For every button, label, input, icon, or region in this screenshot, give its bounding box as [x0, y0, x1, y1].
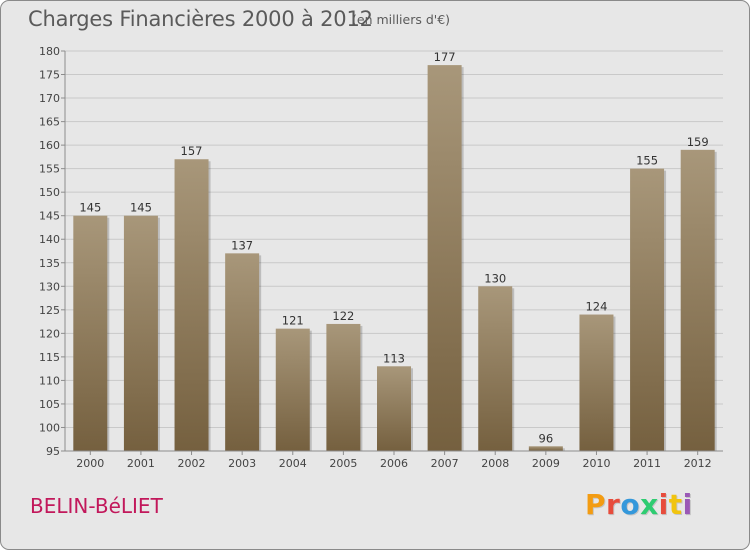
y-tick-label: 115	[39, 351, 60, 364]
x-tick-label: 2004	[279, 457, 307, 470]
bar-2011	[630, 168, 665, 451]
x-tick-label: 2002	[178, 457, 206, 470]
x-tick-label: 2012	[684, 457, 712, 470]
x-tick-label: 2005	[329, 457, 357, 470]
bar-2010	[579, 314, 614, 451]
y-tick-label: 160	[39, 139, 60, 152]
value-label: 157	[181, 144, 203, 158]
y-tick-label: 155	[39, 163, 60, 176]
value-label: 137	[231, 238, 253, 252]
bar-2004	[275, 328, 310, 451]
value-label: 121	[282, 314, 304, 328]
value-label: 145	[130, 201, 152, 215]
value-label: 122	[332, 309, 354, 323]
chart-title: Charges Financières 2000 à 2012	[28, 7, 373, 31]
bar-2009	[528, 446, 563, 451]
value-label: 113	[383, 351, 405, 365]
y-tick-label: 125	[39, 304, 60, 317]
bar-2000	[73, 215, 108, 451]
y-tick-label: 140	[39, 233, 60, 246]
bar-2001	[123, 215, 158, 451]
value-label: 96	[539, 431, 554, 445]
y-tick-label: 165	[39, 116, 60, 129]
x-tick-label: 2000	[76, 457, 104, 470]
bar-2006	[377, 366, 411, 451]
y-tick-label: 95	[46, 445, 60, 458]
y-tick-label: 145	[39, 210, 60, 223]
value-label: 177	[434, 50, 456, 64]
y-tick-label: 110	[39, 374, 60, 387]
y-tick-label: 175	[39, 69, 60, 82]
value-label: 145	[79, 201, 101, 215]
y-tick-label: 105	[39, 398, 60, 411]
y-tick-label: 100	[39, 421, 60, 434]
x-tick-label: 2010	[582, 457, 610, 470]
x-tick-label: 2006	[380, 457, 408, 470]
x-tick-label: 2009	[532, 457, 560, 470]
x-tick-label: 2001	[127, 457, 155, 470]
town-name: BELIN-BéLIET	[30, 494, 163, 518]
y-tick-label: 180	[39, 45, 60, 58]
bar-2007	[427, 65, 462, 451]
y-tick-label: 130	[39, 280, 60, 293]
value-label: 159	[687, 135, 709, 149]
bar-2002	[174, 159, 209, 451]
chart-subtitle: (en milliers d'€)	[352, 12, 451, 27]
x-tick-label: 2007	[431, 457, 459, 470]
bar-2005	[326, 323, 361, 451]
value-label: 155	[636, 154, 658, 168]
x-tick-label: 2011	[633, 457, 661, 470]
x-tick-label: 2008	[481, 457, 509, 470]
y-tick-label: 135	[39, 257, 60, 270]
value-label: 124	[585, 300, 607, 314]
bar-2008	[478, 286, 513, 451]
proxiti-logo: Proxiti	[585, 488, 693, 521]
y-tick-label: 120	[39, 327, 60, 340]
y-tick-label: 150	[39, 186, 60, 199]
bar-2012	[680, 149, 715, 451]
x-tick-label: 2003	[228, 457, 256, 470]
y-tick-label: 170	[39, 92, 60, 105]
bar-2003	[225, 253, 260, 451]
value-label: 130	[484, 271, 506, 285]
